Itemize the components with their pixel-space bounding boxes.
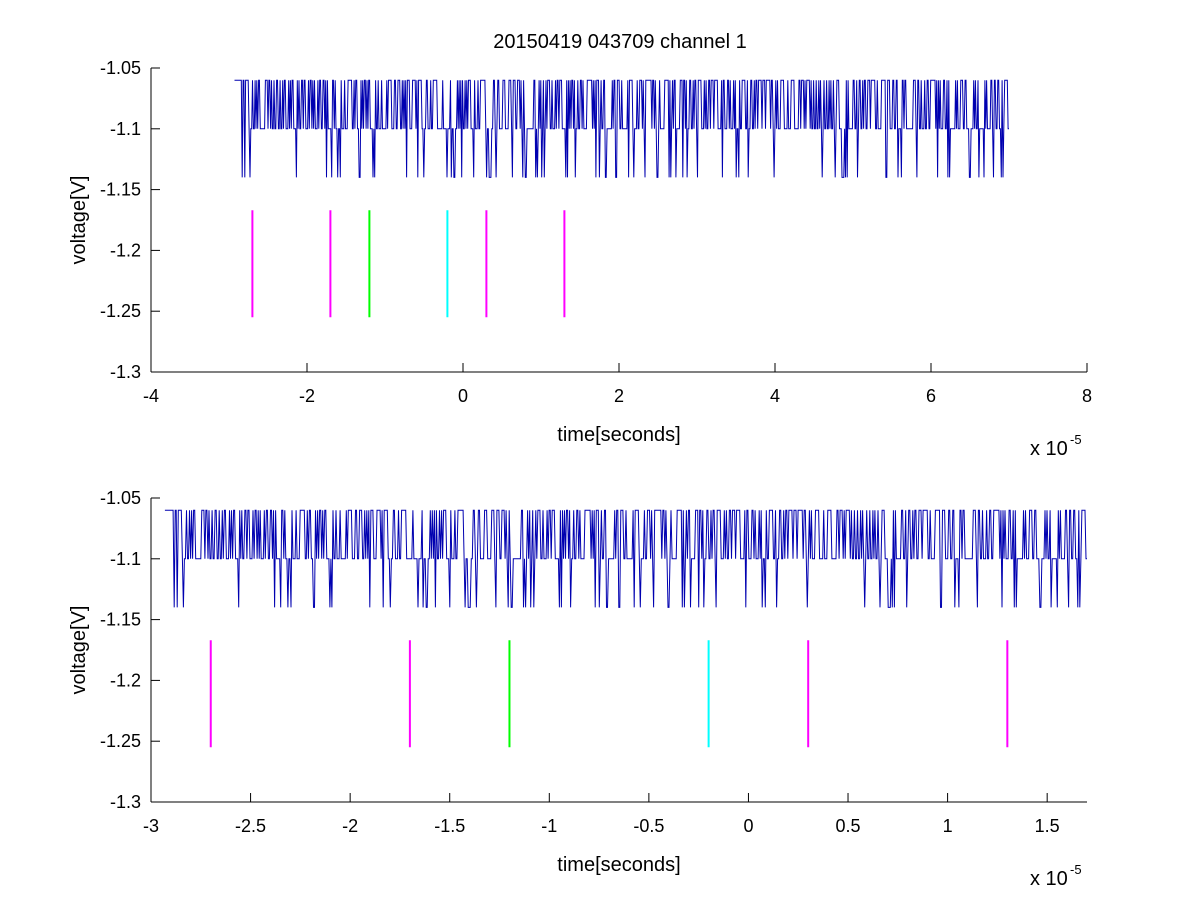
bottom-x-multiplier: x 10 <box>1030 868 1068 890</box>
top-signal-trace <box>234 79 1009 178</box>
top-xtick-label: 6 <box>926 386 936 406</box>
top-xlabel: time[seconds] <box>557 424 680 446</box>
top-ytick-label: -1.15 <box>100 180 141 200</box>
top-x-multiplier: x 10 <box>1030 438 1068 460</box>
bottom-xtick-label: 1.5 <box>1035 816 1060 836</box>
bottom-xtick-label: 1 <box>943 816 953 836</box>
bottom-ytick-label: -1.15 <box>100 610 141 630</box>
top-ytick-label: -1.1 <box>110 119 141 139</box>
bottom-ytick-label: -1.05 <box>100 488 141 508</box>
top-ytick-label: -1.05 <box>100 58 141 78</box>
bottom-xtick-label: -3 <box>143 816 159 836</box>
bottom-xtick-label: 0 <box>743 816 753 836</box>
top-xtick-label: 0 <box>458 386 468 406</box>
bottom-ylabel: voltage[V] <box>68 606 90 695</box>
top-ytick-label: -1.3 <box>110 362 141 382</box>
bottom-xlabel: time[seconds] <box>557 854 680 876</box>
bottom-xtick-label: -1 <box>541 816 557 836</box>
bottom-xtick-label: -0.5 <box>633 816 664 836</box>
top-ytick-label: -1.2 <box>110 240 141 260</box>
top-ytick-label: -1.25 <box>100 301 141 321</box>
top-xtick-label: -2 <box>299 386 315 406</box>
bottom-chart-panel: -1.05 -1.1 -1.15 -1.2 -1.25 -1.3-3 -2.5 -2 -1.5 -… <box>68 488 1087 890</box>
bottom-xtick-label: -2.5 <box>235 816 266 836</box>
top-x-exponent: -5 <box>1070 432 1082 447</box>
bottom-ytick-label: -1.25 <box>100 731 141 751</box>
bottom-ytick-label: -1.2 <box>110 670 141 690</box>
top-chart-panel: -1.05 -1.1 -1.15 -1.2 -1.25 -1.3-4 -2 0 2 4 6 8 time… <box>68 58 1092 460</box>
chart-title: 20150419 043709 channel 1 <box>493 31 747 53</box>
top-ylabel: voltage[V] <box>68 176 90 265</box>
top-xtick-label: -4 <box>143 386 159 406</box>
bottom-xtick-label: -2 <box>342 816 358 836</box>
top-xtick-label: 2 <box>614 386 624 406</box>
bottom-signal-trace <box>164 509 1087 608</box>
bottom-ytick-label: -1.3 <box>110 792 141 812</box>
bottom-xtick-label: -1.5 <box>434 816 465 836</box>
bottom-ytick-label: -1.1 <box>110 549 141 569</box>
top-xtick-label: 8 <box>1082 386 1092 406</box>
bottom-xtick-label: 0.5 <box>836 816 861 836</box>
bottom-x-exponent: -5 <box>1070 862 1082 877</box>
top-xtick-label: 4 <box>770 386 780 406</box>
